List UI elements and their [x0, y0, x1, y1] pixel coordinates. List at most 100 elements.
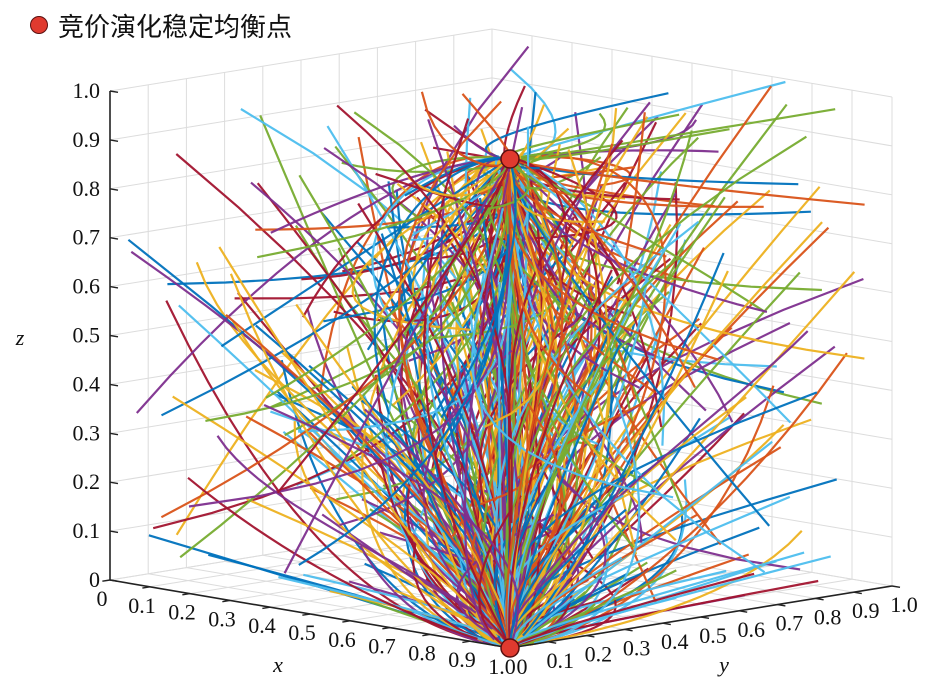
z-tick-mark — [109, 188, 119, 191]
legend-label-equilibrium: 竞价演化稳定均衡点 — [58, 12, 293, 43]
z-tick-mark — [109, 530, 119, 534]
trajectory-line — [471, 208, 674, 499]
y-tick-mark — [891, 585, 901, 589]
y-axis-label: y — [717, 652, 729, 677]
trajectory-line — [516, 551, 805, 642]
y-tick-mark — [662, 622, 671, 626]
grid-line — [491, 77, 893, 147]
z-tick-mark — [109, 285, 119, 289]
x-tick-label: 0.6 — [328, 627, 356, 652]
trajectory-line — [533, 397, 641, 645]
trajectory-line — [509, 402, 563, 625]
z-tick-label: 0.8 — [73, 176, 101, 201]
z-tick-label: 0.7 — [73, 225, 101, 250]
trajectory-line — [229, 273, 502, 646]
z-tick-mark — [109, 481, 119, 485]
y-tick-mark — [777, 603, 786, 607]
trajectory-line — [520, 151, 554, 166]
grid-line — [109, 28, 493, 92]
equilibrium-point — [500, 638, 520, 658]
x-tick-mark — [342, 620, 351, 623]
x-tick-label: 0 — [97, 586, 108, 611]
x-tick-label: 0.2 — [168, 600, 196, 625]
x-tick-label: 0.8 — [408, 640, 436, 665]
axis-layer: 0 0.1 0.2 0.3 0.4 0.5 0.6 0.7 0.8 0.9 1.0 0 0.1 0.2 0.… — [15, 78, 918, 679]
y-tick-mark — [548, 641, 557, 644]
y-tick-label: 0.7 — [776, 611, 804, 636]
x-tick-label: 0.3 — [208, 606, 236, 631]
z-tick-label: 0.9 — [73, 127, 101, 152]
z-tick-mark — [109, 383, 119, 387]
y-tick-mark — [739, 610, 748, 613]
y-tick-label: 1.0 — [890, 592, 918, 617]
trajectory-line — [484, 172, 552, 428]
trajectory-line — [507, 139, 624, 561]
grid-line — [109, 126, 493, 190]
trajectory-line — [463, 106, 524, 641]
x-tick-mark — [142, 586, 151, 589]
z-axis-label: z — [15, 325, 25, 350]
x-tick-mark — [102, 579, 111, 582]
x-tick-mark — [182, 592, 191, 596]
x-tick-mark — [462, 640, 471, 644]
y-tick-mark — [853, 591, 862, 595]
x-tick-mark — [382, 626, 391, 630]
y-tick-label: 0.6 — [737, 617, 765, 642]
trajectory-line — [336, 104, 513, 524]
y-tick-label: 0.5 — [699, 623, 727, 648]
trajectory-line — [508, 171, 592, 398]
trajectory-line — [519, 130, 693, 574]
grid-line — [109, 175, 493, 239]
z-tick-mark — [109, 237, 119, 240]
z-tick-label: 0.4 — [73, 371, 101, 396]
x-tick-mark — [302, 613, 311, 616]
z-tick-mark — [109, 432, 119, 436]
x-tick-label: 0.9 — [448, 647, 476, 672]
x-tick-label: 0.7 — [368, 634, 396, 659]
y-tick-label: 0.2 — [585, 642, 613, 667]
y-tick-label: 0.3 — [623, 635, 651, 660]
z-tick-mark — [109, 139, 119, 142]
grid-line — [491, 28, 893, 98]
x-tick-label: 0.1 — [128, 593, 156, 618]
trajectory-line — [263, 403, 519, 640]
trajectory-line — [493, 498, 536, 639]
y-tick-label: 0 — [517, 654, 528, 679]
x-tick-label: 1.0 — [488, 654, 516, 679]
legend: 竞价演化稳定均衡点 — [30, 8, 293, 43]
z-tick-mark — [109, 334, 119, 338]
x-tick-label: 0.5 — [288, 620, 316, 645]
x-tick-mark — [262, 606, 271, 610]
z-tick-label: 0 — [89, 567, 100, 592]
trajectory-layer — [127, 45, 865, 649]
trajectory-line — [525, 165, 696, 389]
trajectory-line — [373, 157, 499, 415]
y-tick-label: 0.1 — [546, 648, 574, 673]
x-tick-mark — [422, 633, 431, 637]
z-tick-mark — [109, 579, 119, 583]
y-tick-mark — [586, 634, 595, 638]
z-tick-label: 0.1 — [73, 518, 101, 543]
trajectory-line — [216, 435, 477, 614]
z-tick-label: 0.3 — [73, 420, 101, 445]
x-axis-label: x — [272, 652, 283, 677]
equilibrium-layer — [500, 149, 520, 658]
trajectory-line — [298, 234, 510, 566]
z-tick-label: 1.0 — [73, 78, 101, 103]
trajectory-line — [362, 392, 496, 610]
z-tick-mark — [109, 90, 119, 94]
y-tick-label: 0.9 — [852, 598, 880, 623]
trajectory-line — [187, 476, 478, 640]
y-tick-mark — [700, 616, 710, 620]
x-tick-mark — [222, 599, 231, 603]
x-tick-label: 0.4 — [248, 613, 276, 638]
y-tick-label: 0.4 — [661, 629, 689, 654]
z-tick-label: 0.2 — [73, 469, 101, 494]
y-tick-mark — [815, 597, 824, 601]
trajectory-line — [423, 118, 509, 644]
legend-marker-equilibrium — [30, 16, 48, 34]
z-tick-label: 0.6 — [73, 274, 101, 299]
z-tick-label: 0.5 — [73, 323, 101, 348]
trajectory-line — [522, 252, 725, 637]
